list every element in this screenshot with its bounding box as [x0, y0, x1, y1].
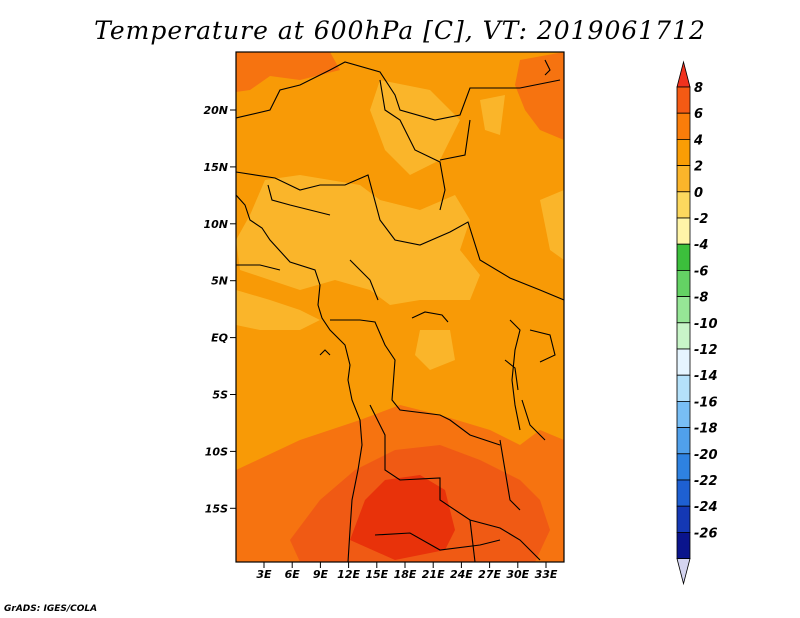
colorbar-label: -10 — [694, 317, 718, 332]
temperature-field — [236, 52, 564, 562]
colorbar-segment — [676, 348, 691, 376]
colorbar-label: -24 — [694, 500, 718, 515]
lat-label: 15N — [203, 161, 228, 174]
colorbar-segment — [676, 453, 691, 481]
colorbar-label: -14 — [694, 369, 718, 384]
lat-label: EQ — [211, 332, 228, 345]
country-borders — [236, 59, 564, 562]
colorbar-segment — [676, 427, 691, 455]
colorbar-label: -6 — [694, 264, 708, 279]
longitude-axis: 3E 6E 9E 12E 15E 18E 21E 24E 27E 30E 33E — [256, 562, 558, 581]
colorbar-segment — [676, 86, 691, 114]
colorbar-label: 2 — [694, 160, 703, 175]
colorbar-segment — [676, 217, 691, 245]
credit-label: GrADS: IGES/COLA — [4, 604, 98, 614]
lon-label: 15E — [365, 568, 388, 581]
colorbar-segment — [676, 322, 691, 350]
lat-label: 15S — [205, 502, 228, 515]
lat-label: 5N — [211, 275, 228, 288]
lat-label: 20N — [203, 104, 228, 117]
colorbar-segment — [676, 296, 691, 324]
colorbar-segment — [676, 191, 691, 219]
map-frame — [235, 51, 565, 563]
colorbar-label: -16 — [694, 395, 718, 410]
colorbar-label: -8 — [694, 291, 708, 306]
colorbar-label: 6 — [694, 107, 703, 122]
lon-label: 33E — [535, 568, 558, 581]
colorbar-label: -2 — [694, 212, 708, 227]
latitude-axis: 20N 15N 10N 5N EQ 5S 10S 15S — [203, 104, 236, 515]
chart-title: Temperature at 600hPa [C], VT: 201906171… — [94, 16, 706, 45]
lon-label: 9E — [313, 568, 329, 581]
colorbar-segment — [676, 479, 691, 507]
lon-label: 18E — [394, 568, 417, 581]
colorbar-segment — [676, 165, 691, 193]
colorbar-label: -12 — [694, 343, 718, 358]
lon-label: 21E — [422, 568, 445, 581]
lon-label: 3E — [256, 568, 272, 581]
colorbar-segment — [676, 532, 691, 560]
colorbar-label: -18 — [694, 422, 718, 437]
colorbar-segment — [676, 269, 691, 297]
colorbar-bottom-arrow — [676, 558, 691, 586]
lon-label: 27E — [478, 568, 501, 581]
colorbar-label: -20 — [694, 448, 718, 463]
colorbar-label: 8 — [694, 81, 703, 96]
colorbar-segment — [676, 112, 691, 140]
colorbar-segment — [676, 374, 691, 402]
colorbar-label: 4 — [693, 133, 703, 148]
colorbar-segment — [676, 400, 691, 428]
colorbar-label: -26 — [694, 526, 718, 541]
colorbar-segment — [676, 505, 691, 533]
colorbar-label: -4 — [694, 238, 708, 253]
lon-label: 6E — [285, 568, 301, 581]
colorbar: 8 6 4 2 0 -2 -4 -6 -8 -10 -12 -14 -16 -18 -20 -22 -24 -26 — [676, 60, 718, 586]
colorbar-segment — [676, 138, 691, 166]
lat-label: 10N — [203, 218, 228, 231]
lat-label: 10S — [205, 445, 228, 458]
lon-label: 24E — [450, 568, 473, 581]
colorbar-segment — [676, 243, 691, 271]
lon-label: 30E — [506, 568, 529, 581]
colorbar-label: 0 — [694, 186, 703, 201]
lon-label: 12E — [337, 568, 360, 581]
lat-label: 5S — [212, 389, 228, 402]
colorbar-label: -22 — [694, 474, 718, 489]
colorbar-top-arrow — [676, 60, 691, 88]
